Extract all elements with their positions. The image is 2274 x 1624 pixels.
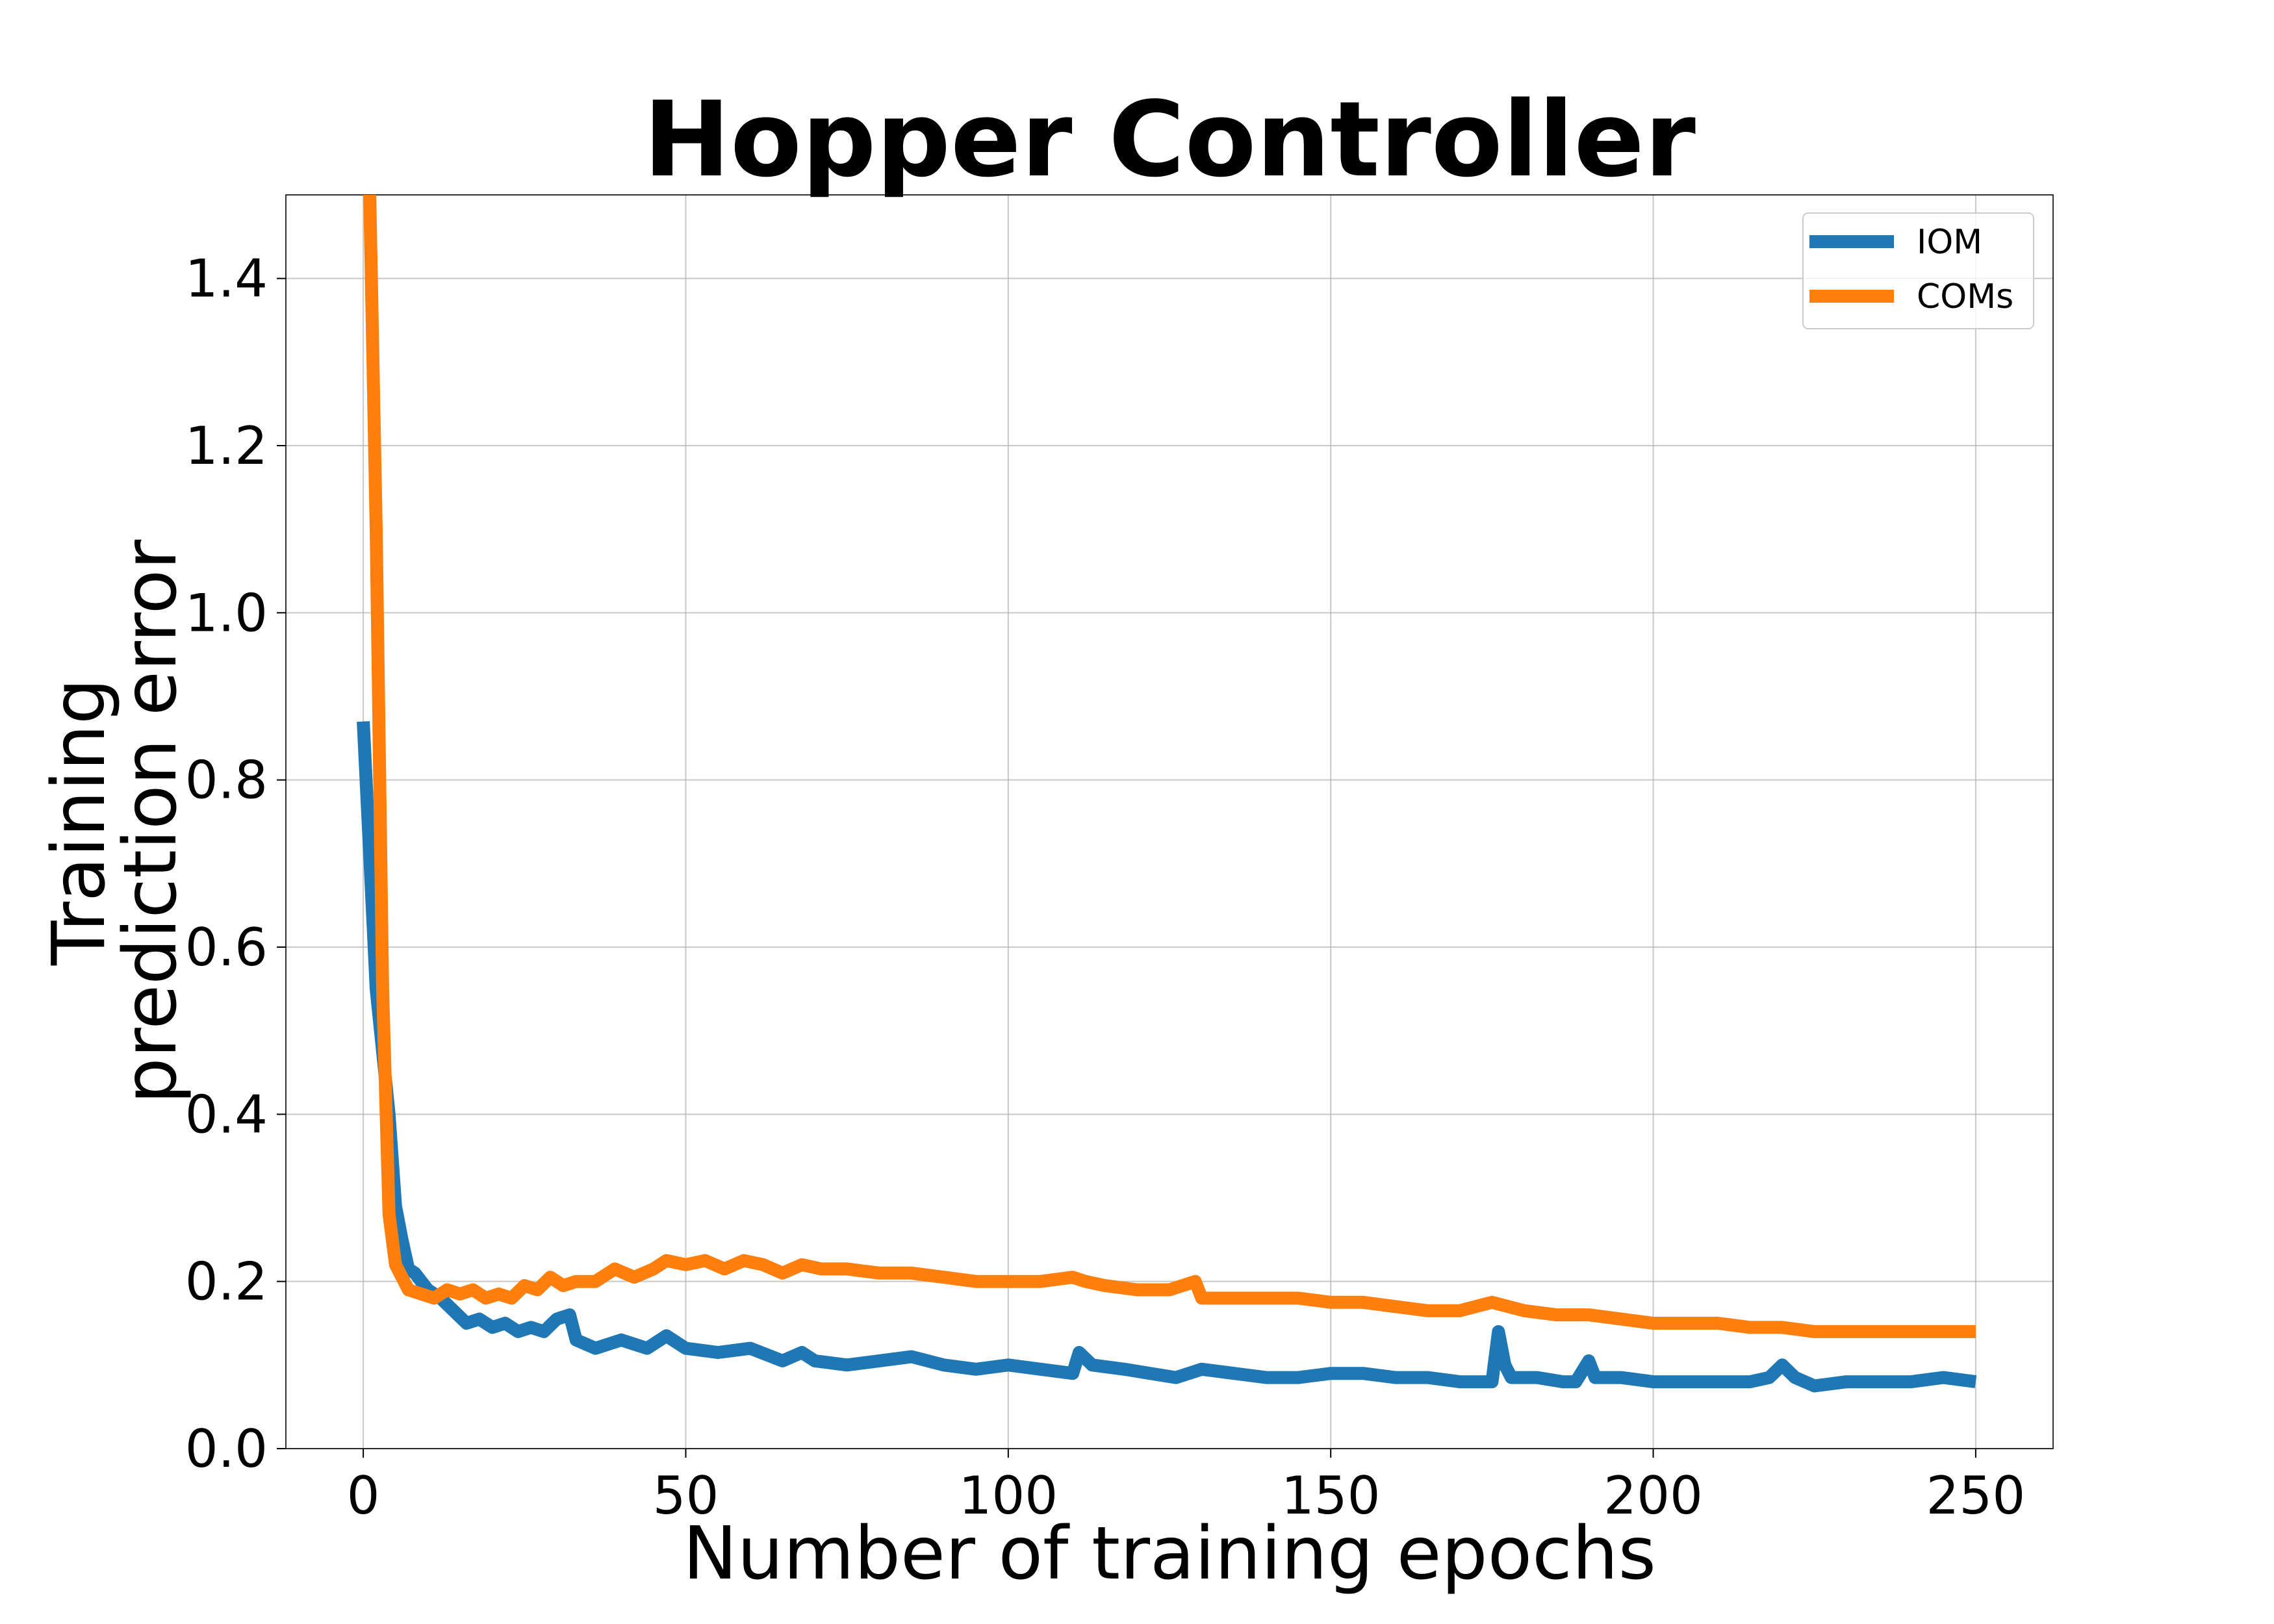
y-tick-label: 0.8	[185, 750, 268, 811]
series-line-iom	[357, 721, 1977, 1393]
y-tick-label: 1.4	[185, 249, 268, 309]
y-tick-label: 0.4	[185, 1084, 268, 1145]
x-tick-label: 0	[347, 1465, 380, 1526]
x-tick-label: 50	[653, 1465, 719, 1526]
y-axis-label-line-2: prediction error	[109, 539, 193, 1104]
x-tick-label: 200	[1603, 1465, 1703, 1526]
y-axis-label-line-1: Training	[37, 678, 121, 966]
legend-label-coms: COMs	[1917, 277, 2013, 316]
chart-title: Hopper Controller	[643, 79, 1696, 200]
x-axis-label: Number of training epochs	[683, 1512, 1656, 1596]
y-tick-label: 0.0	[185, 1419, 268, 1479]
y-tick-label: 1.2	[185, 416, 268, 476]
series-line-coms	[363, 195, 1976, 1338]
y-tick-label: 1.0	[185, 583, 268, 643]
y-tick-label: 0.2	[185, 1252, 268, 1312]
axis-ticks: 0 50 100 150 200 250 0.0 0.2 0.4 0.6 0.8 1.0 1.2 1.4	[185, 249, 2025, 1526]
series-layer	[357, 195, 1977, 1393]
y-axis-label: Training prediction error	[37, 539, 193, 1104]
x-tick-label: 250	[1926, 1465, 2026, 1526]
x-tick-label: 150	[1281, 1465, 1381, 1526]
grid-lines	[286, 195, 2053, 1449]
legend: IOM COMs	[1802, 212, 2034, 329]
y-tick-label: 0.6	[185, 917, 268, 978]
x-tick-label: 100	[958, 1465, 1058, 1526]
plot-area-frame	[285, 194, 2054, 1449]
legend-label-iom: IOM	[1917, 223, 1982, 262]
